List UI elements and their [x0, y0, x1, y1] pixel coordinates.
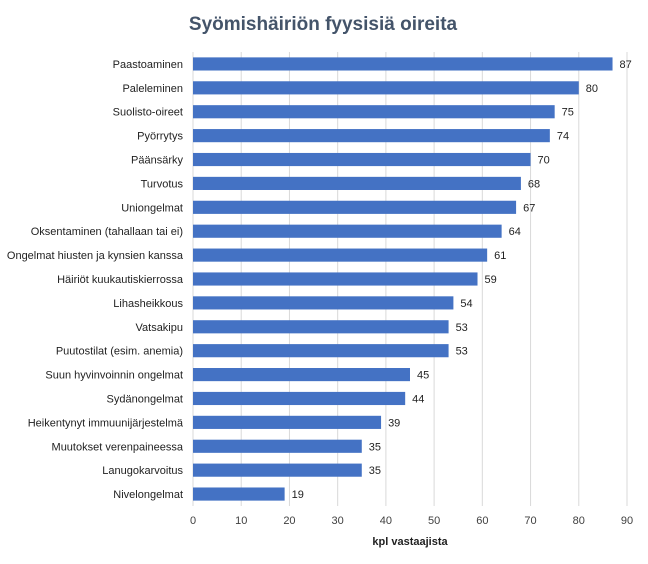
x-tick-label-10: 10: [235, 515, 247, 527]
data-label: 35: [369, 441, 381, 453]
category-label: Paastoaminen: [113, 59, 183, 71]
category-label: Heikentynyt immuunijärjestelmä: [28, 417, 184, 429]
category-label: Sydänongelmat: [107, 393, 183, 405]
x-tick-label-50: 50: [428, 515, 440, 527]
data-label: 53: [456, 346, 468, 358]
category-label: Nivelongelmat: [113, 489, 183, 501]
category-label: Päänsärky: [131, 155, 183, 167]
data-label: 70: [538, 155, 550, 167]
bar-12: [193, 320, 449, 334]
data-label: 75: [562, 107, 574, 119]
bar-8: [193, 224, 502, 238]
x-tick-label-80: 80: [573, 515, 585, 527]
bar-10: [193, 272, 478, 286]
data-label: 68: [528, 178, 540, 190]
bar-2: [193, 81, 579, 95]
x-axis-ticks: 0 10 20 30 40 50 60 70 80 90: [190, 515, 633, 527]
category-label: Uniongelmat: [121, 202, 183, 214]
bar-1: [193, 57, 613, 71]
category-label: Lanugokarvoitus: [102, 465, 183, 477]
data-label: 64: [509, 226, 521, 238]
x-tick-label-30: 30: [332, 515, 344, 527]
data-label: 80: [586, 83, 598, 95]
data-label: 45: [417, 370, 429, 382]
bar-16: [193, 415, 382, 429]
category-label: Puutostilat (esim. anemia): [56, 346, 183, 358]
category-label: Muutokset verenpaineessa: [52, 441, 184, 453]
bar-13: [193, 344, 449, 358]
category-label: Ongelmat hiusten ja kynsien kanssa: [7, 250, 184, 262]
x-tick-label-70: 70: [524, 515, 536, 527]
data-label: 67: [523, 202, 535, 214]
category-label: Turvotus: [141, 178, 184, 190]
bar-11: [193, 296, 454, 310]
category-label: Oksentaminen (tahallaan tai ei): [31, 226, 183, 238]
data-label: 59: [485, 274, 497, 286]
data-label: 44: [412, 393, 424, 405]
category-labels: Paastoaminen Paleleminen Suolisto-oireet Py…: [7, 59, 184, 501]
x-tick-label-90: 90: [621, 515, 633, 527]
data-label: 74: [557, 131, 569, 143]
bar-18: [193, 463, 362, 477]
bar-3: [193, 105, 555, 119]
bar-17: [193, 439, 362, 453]
bar-4: [193, 129, 550, 143]
x-tick-label-60: 60: [476, 515, 488, 527]
x-axis-label: kpl vastaajista: [372, 536, 448, 548]
category-label: Pyörrytys: [137, 131, 183, 143]
category-label: Lihasheikkous: [113, 298, 183, 310]
x-tick-label-0: 0: [190, 515, 196, 527]
bar-15: [193, 391, 406, 406]
bar-6: [193, 176, 521, 190]
bar-19: [193, 487, 285, 501]
bar-14: [193, 368, 410, 382]
data-label: 87: [620, 59, 632, 71]
data-label: 39: [388, 417, 400, 429]
category-label: Suolisto-oireet: [113, 107, 183, 119]
category-label: Vatsakipu: [136, 322, 184, 334]
chart-title: Syömishäiriön fyysisiä oireita: [189, 14, 458, 35]
bar-9: [193, 248, 488, 262]
data-label: 61: [494, 250, 506, 262]
data-label: 19: [292, 489, 304, 501]
data-label: 35: [369, 465, 381, 477]
category-label: Paleleminen: [122, 83, 183, 95]
category-label: Suun hyvinvoinnin ongelmat: [45, 370, 183, 382]
bars: [193, 57, 613, 501]
bar-7: [193, 200, 517, 214]
data-label: 54: [460, 298, 472, 310]
x-tick-label-20: 20: [283, 515, 295, 527]
category-label: Häiriöt kuukautiskierrossa: [57, 274, 184, 286]
x-tick-label-40: 40: [380, 515, 392, 527]
data-label: 53: [456, 322, 468, 334]
bar-5: [193, 152, 531, 167]
